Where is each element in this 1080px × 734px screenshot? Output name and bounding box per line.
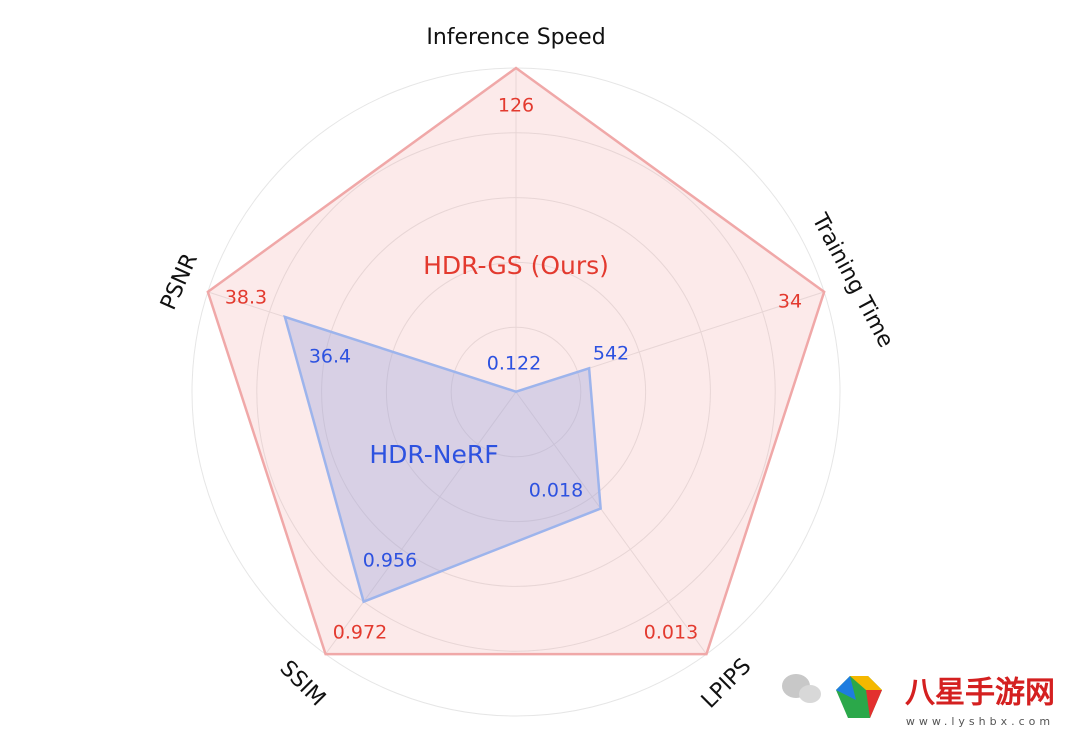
axis-label: Inference Speed bbox=[426, 25, 605, 50]
value-label: 0.972 bbox=[333, 622, 387, 644]
axis-label: SSIM bbox=[275, 656, 330, 711]
series-area bbox=[206, 66, 826, 656]
value-label: 0.956 bbox=[363, 550, 417, 572]
series-label: HDR-GS (Ours) bbox=[423, 251, 609, 280]
value-label: 38.3 bbox=[225, 287, 267, 309]
value-label: 0.018 bbox=[529, 480, 583, 502]
grid-spoke bbox=[515, 391, 707, 655]
value-label: 34 bbox=[778, 291, 802, 313]
value-label: 542 bbox=[593, 343, 629, 365]
series-label: HDR-NeRF bbox=[369, 440, 498, 469]
axis-label: LPIPS bbox=[697, 654, 757, 714]
value-label: 36.4 bbox=[309, 346, 351, 368]
watermark: 八星手游网 www.lyshbx.com bbox=[782, 674, 1055, 728]
logo bbox=[866, 690, 882, 718]
value-label: 0.013 bbox=[644, 622, 698, 644]
series-area bbox=[283, 315, 602, 604]
grid-spoke bbox=[325, 391, 517, 655]
watermark-url: www.lyshbx.com bbox=[906, 715, 1054, 728]
logo bbox=[836, 676, 856, 700]
value-label: 126 bbox=[498, 95, 534, 117]
logo bbox=[850, 676, 882, 690]
axis-label: PSNR bbox=[156, 250, 203, 314]
watermark-brand: 八星手游网 bbox=[905, 676, 1055, 711]
wechat-icon bbox=[799, 685, 821, 703]
value-label: 0.122 bbox=[487, 353, 541, 375]
